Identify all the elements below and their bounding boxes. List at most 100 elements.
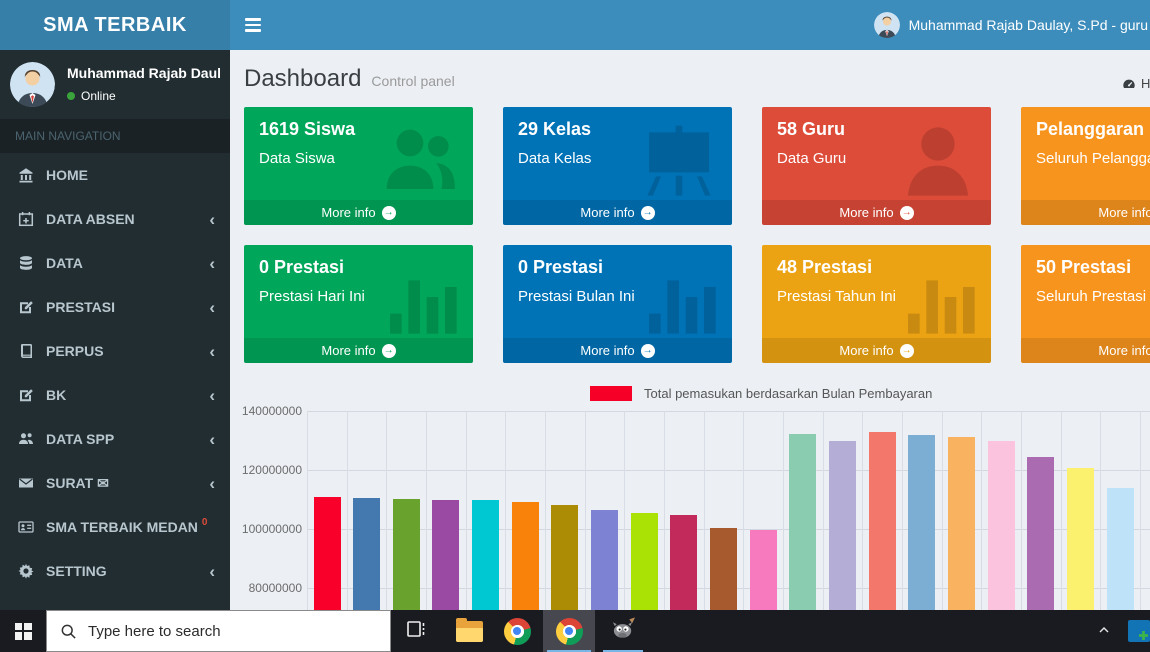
gridline [1021,411,1022,610]
chart-bar [353,498,381,610]
chrome-active-window-button[interactable] [543,610,595,652]
sidebar-item-sma-terbaik-medan[interactable]: SMA TERBAIK MEDAN 0 [0,505,230,549]
sidebar-item-surat[interactable]: SURAT ✉ ‹ [0,461,230,505]
sidebar-item-home[interactable]: HOME [0,153,230,197]
gridline [981,411,982,610]
online-status-label: Online [81,89,116,103]
sidebar-item-label: BK [46,387,67,403]
chart-bar [948,436,976,610]
sidebar-user-name: Muhammad Rajab Daulay, [67,65,220,81]
chart-bar [472,500,500,610]
gimp-button[interactable] [599,610,647,652]
info-box: 50 Prestasi Seluruh Prestasi More info→ [1021,245,1150,363]
sidebar-item-label: HOME [46,167,88,183]
sidebar-item-label: DATA SPP [46,431,115,447]
sidebar-item-bk[interactable]: BK ‹ [0,373,230,417]
gridline [585,411,586,610]
more-info-label: More info [580,205,635,220]
gridline [743,411,744,610]
more-info-label: More info [580,343,635,358]
gridline [545,411,546,610]
security-tray-icon[interactable] [1128,620,1150,642]
file-explorer-button[interactable] [445,610,493,652]
gridline [307,411,308,610]
bank-icon [18,167,38,183]
book-icon [18,343,38,359]
info-box: 1619 Siswa Data Siswa More info → [244,107,473,225]
more-info-link[interactable]: More info → [244,338,473,363]
more-info-link[interactable]: More info → [762,200,991,225]
sidebar-item-data-absen[interactable]: DATA ABSEN ‹ [0,197,230,241]
more-info-link[interactable]: More info→ [503,200,732,225]
sidebar-item-prestasi[interactable]: PRESTASI ‹ [0,285,230,329]
info-box-description: Prestasi Bulan Ini [518,288,635,305]
more-info-link[interactable]: More info→ [762,338,991,363]
user-menu[interactable]: Muhammad Rajab Daulay, S.Pd - guru [864,0,1150,50]
chevron-left-icon: ‹ [209,297,215,317]
gridline [347,411,348,610]
more-info-link[interactable]: More info→ [503,338,732,363]
chart-bar [1027,457,1055,610]
sidebar-item-label: DATA ABSEN [46,211,135,227]
chart-bar [749,529,777,610]
gridline [426,411,427,610]
info-box-description: Seluruh Prestasi [1036,288,1147,305]
users-group-icon [379,119,461,199]
more-info-link[interactable]: More info→ [1021,200,1150,225]
chevron-left-icon: ‹ [209,429,215,449]
info-box-description: Prestasi Hari Ini [259,288,365,305]
taskbar-search[interactable] [46,610,391,652]
id-card-icon [18,519,38,535]
gridline [704,411,705,610]
arrow-circle-right-icon: → [899,205,914,220]
gridline [466,411,467,610]
info-box: Pelanggaran Seluruh Pelanggaran More info→ [1021,107,1150,225]
bar-chart-icon [638,257,720,337]
sidebar-item-perpus[interactable]: PERPUS ‹ [0,329,230,373]
info-box: 58 Guru Data Guru More info → [762,107,991,225]
chart-bar [511,501,539,610]
task-view-button[interactable] [393,610,441,652]
arrow-circle-right-icon: → [381,343,396,358]
chart-bar [591,509,619,610]
envelope-icon [18,475,38,491]
gridline [307,470,1150,471]
chrome-active-icon [555,617,583,645]
show-hidden-icons-chevron[interactable] [1089,624,1119,639]
breadcrumb[interactable]: Home [1122,76,1150,91]
start-button[interactable] [0,610,46,652]
gridline [783,411,784,610]
brand-logo[interactable]: SMA TERBAIK [0,0,230,50]
gridline [942,411,943,610]
legend-swatch [590,386,632,401]
chrome-button[interactable] [493,610,541,652]
search-input[interactable] [88,622,380,640]
chart-bar [829,441,857,610]
sidebar-item-data[interactable]: DATA ‹ [0,241,230,285]
sidebar-toggle-icon[interactable] [230,0,275,50]
info-box-description: Seluruh Pelanggaran [1036,150,1150,167]
info-box-number: 48 Prestasi [777,257,873,277]
gridline [1140,411,1141,610]
chart-bar [1106,488,1134,610]
info-box-number: 0 Prestasi [259,257,345,277]
users-icon [18,431,38,447]
info-box-number: 29 Kelas [518,119,592,139]
gear-icon [18,563,38,579]
sidebar-item-data-spp[interactable]: DATA SPP ‹ [0,417,230,461]
more-info-label: More info [321,343,376,358]
info-box-number: Pelanggaran [1036,119,1145,139]
dashboard-gauge-icon [1123,79,1135,88]
chart-bar [392,498,420,610]
sidebar-item-setting[interactable]: SETTING ‹ [0,549,230,593]
sidebar: Muhammad Rajab Daulay, Online MAIN NAVIG… [0,50,230,610]
more-info-label: More info [839,205,894,220]
more-info-link[interactable]: More info→ [244,200,473,225]
gridline [307,588,1150,589]
y-axis-tick-label: 80000000 [248,581,302,595]
sidebar-user-panel: Muhammad Rajab Daulay, Online [0,50,230,119]
y-axis-tick-label: 100000000 [241,522,302,536]
arrow-circle-right-icon: → [899,343,914,358]
more-info-link[interactable]: More info→ [1021,338,1150,363]
chart-bar [313,496,341,610]
